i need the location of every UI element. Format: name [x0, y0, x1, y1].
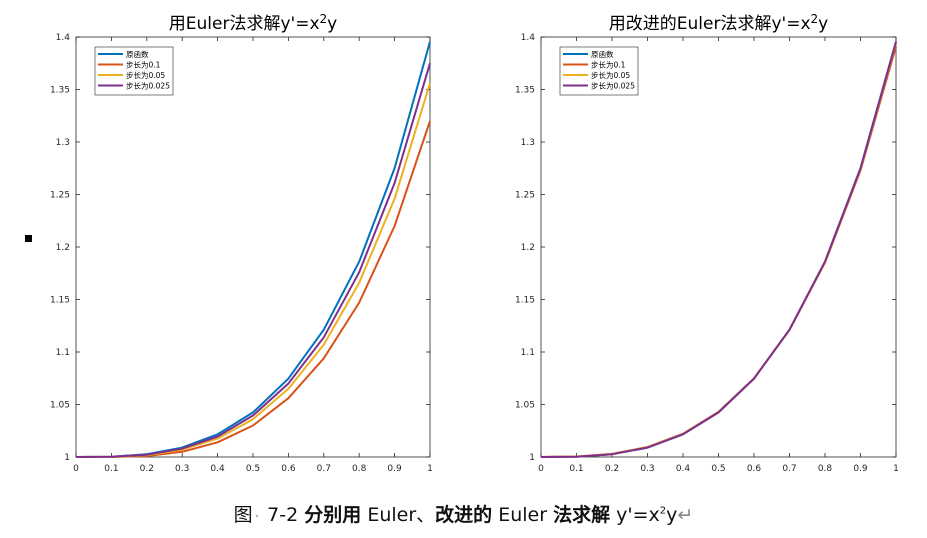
x-tick-label: 0.5 — [711, 464, 725, 474]
legend-label: 步长为0.025 — [126, 81, 170, 91]
paragraph-mark-icon: ↵ — [677, 504, 694, 526]
y-tick-label: 1.4 — [56, 33, 71, 43]
chart-title: 用Euler法求解y'=x2y — [169, 12, 337, 34]
axes-box — [540, 36, 897, 458]
chart-title: 用改进的Euler法求解y'=x2y — [609, 12, 828, 34]
series-line-3 — [540, 42, 897, 458]
caption-prefix: 图 — [233, 504, 253, 526]
x-tick-label: 0.9 — [387, 464, 402, 474]
y-tick-label: 1.25 — [50, 191, 70, 201]
caption-number: 7-2 — [267, 504, 299, 526]
legend-label: 步长为0.05 — [126, 70, 165, 80]
x-tick-label: 0.2 — [605, 464, 619, 474]
y-tick-label: 1.35 — [50, 86, 70, 96]
caption-euler-2: Euler — [498, 504, 548, 526]
x-tick-label: 0.1 — [104, 464, 118, 474]
y-tick-label: 1 — [529, 453, 535, 463]
legend-label: 原函数 — [126, 49, 149, 59]
x-tick-label: 0 — [538, 464, 544, 474]
legend-label: 步长为0.1 — [126, 60, 161, 70]
x-tick-label: 0.1 — [569, 464, 583, 474]
x-tick-label: 0.8 — [818, 464, 833, 474]
figure: 用Euler法求解y'=x2y 0 0.1 0.2 0.3 0.4 0.5 0.6 0.7 0.8… — [50, 12, 899, 474]
series-line-4 — [75, 62, 431, 458]
series-line-2 — [76, 120, 431, 458]
caption-text-3: 法求解 — [553, 504, 611, 526]
x-tick-label: 0.2 — [140, 464, 154, 474]
caption-equation: y'=x2y — [616, 504, 678, 526]
y-tick-label: 1.1 — [521, 348, 535, 358]
x-tick-label: 0.5 — [246, 464, 260, 474]
series-line-1 — [75, 41, 431, 458]
x-tick-label: 0.7 — [782, 464, 796, 474]
caption-text-1: 分别用 — [304, 504, 362, 526]
legend-label: 原函数 — [591, 49, 614, 59]
y-tick-label: 1.25 — [515, 191, 535, 201]
caption-euler-1: Euler、 — [367, 504, 436, 526]
chart-1: 用Euler法求解y'=x2y 0 0.1 0.2 0.3 0.4 0.5 0.6 0.7 0.8… — [50, 12, 433, 474]
y-tick-label: 1.15 — [515, 296, 535, 306]
y-tick-label: 1.35 — [515, 86, 535, 96]
legend-box — [559, 46, 639, 96]
x-tick-label: 0 — [73, 464, 79, 474]
x-tick-label: 1 — [427, 464, 433, 474]
chart-2: 用改进的Euler法求解y'=x2y 0 0.1 0.2 0.3 0.4 0.5 0.6 0.7… — [515, 12, 899, 474]
y-tick-label: 1.3 — [56, 138, 70, 148]
legend-label: 步长为0.1 — [591, 60, 626, 70]
x-tick-label: 0.7 — [317, 464, 331, 474]
y-tick-label: 1 — [64, 453, 70, 463]
x-tick-label: 0.6 — [281, 464, 296, 474]
bullet-marker — [25, 235, 32, 242]
x-tick-label: 0.9 — [853, 464, 868, 474]
legend-label: 步长为0.025 — [591, 81, 635, 91]
x-tick-label: 0.3 — [175, 464, 189, 474]
x-tick-label: 0.8 — [352, 464, 367, 474]
series-line-2 — [540, 46, 897, 458]
caption-text-2: 改进的 — [435, 504, 493, 526]
x-tick-label: 0.4 — [210, 464, 225, 474]
y-tick-label: 1.1 — [56, 348, 70, 358]
y-tick-label: 1.05 — [515, 401, 535, 411]
legend-label: 步长为0.05 — [591, 70, 630, 80]
y-tick-label: 1.05 — [50, 401, 70, 411]
y-tick-label: 1.2 — [521, 243, 535, 253]
x-tick-label: 0.3 — [640, 464, 654, 474]
y-tick-label: 1.3 — [521, 138, 535, 148]
x-tick-label: 0.4 — [676, 464, 691, 474]
y-tick-label: 1.4 — [521, 33, 536, 43]
y-tick-label: 1.2 — [56, 243, 70, 253]
series-line-4 — [540, 41, 897, 458]
x-tick-label: 1 — [893, 464, 899, 474]
caption-dot: · — [254, 509, 260, 525]
y-tick-label: 1.15 — [50, 296, 70, 306]
series-line-1 — [540, 41, 897, 458]
figure-caption: 图 · 7-2 分别用 Euler、改进的 Euler 法求解 y'=x2y↵ — [0, 500, 927, 527]
axes-box — [75, 36, 431, 458]
x-tick-label: 0.6 — [747, 464, 762, 474]
series-line-3 — [75, 82, 431, 458]
